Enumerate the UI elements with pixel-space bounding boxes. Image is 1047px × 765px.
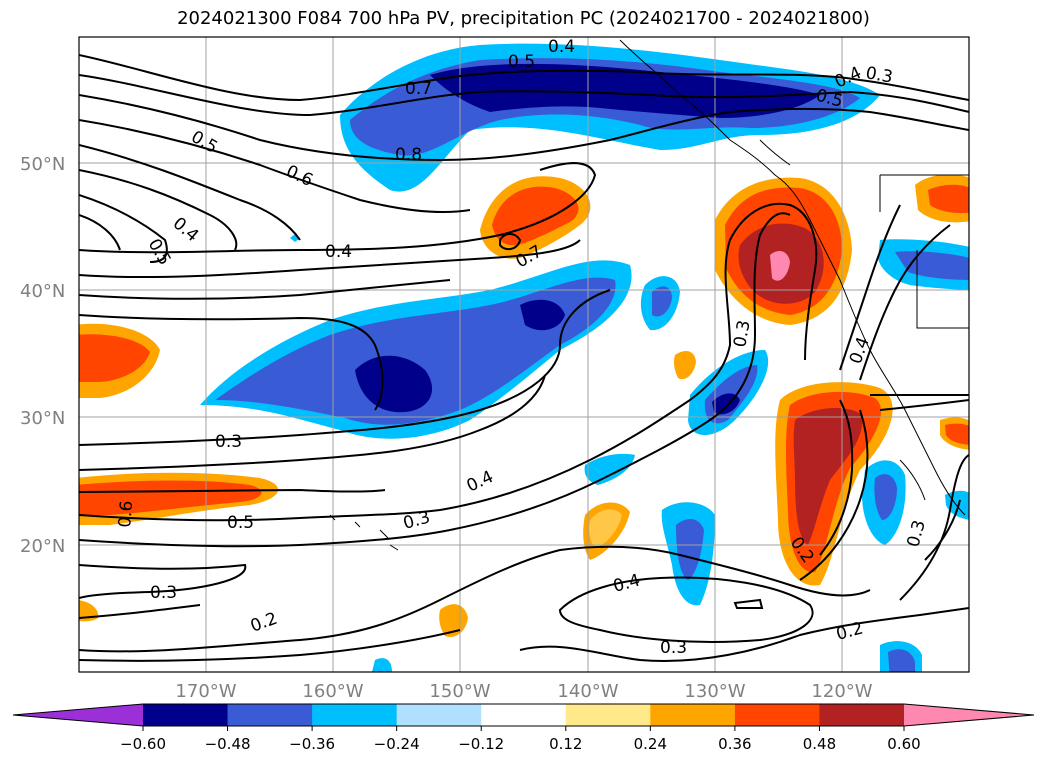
pv-contours xyxy=(79,54,969,662)
colorbar: −0.60 −0.48 −0.36 −0.24 −0.12 0.12 0.24 0.36 0.4… xyxy=(12,703,1035,753)
colorbar-extend-min xyxy=(13,704,143,726)
colorbar-segment xyxy=(819,704,905,726)
colorbar-extend-max xyxy=(904,704,1034,726)
lon-label: 120°W xyxy=(811,681,872,702)
contour-label: 0.5 xyxy=(227,513,254,533)
contour-label: 0.6 xyxy=(115,500,137,529)
graticule xyxy=(79,37,969,672)
colorbar-tick-label: −0.12 xyxy=(458,735,504,753)
colorbar-segment xyxy=(734,704,820,726)
colorbar-segment xyxy=(227,704,313,726)
colorbar-segment xyxy=(481,704,567,726)
contour-label: 0.7 xyxy=(405,79,432,99)
contour-label: 0.3 xyxy=(215,432,242,452)
lon-label: 150°W xyxy=(429,681,490,702)
colorbar-segment xyxy=(650,704,736,726)
lat-label: 40°N xyxy=(20,281,65,302)
colorbar-tick-label: −0.60 xyxy=(120,735,166,753)
colorbar-tick-label: 0.48 xyxy=(803,735,836,753)
map-title: 2024021300 F084 700 hPa PV, precipitatio… xyxy=(177,8,870,29)
lat-label: 50°N xyxy=(20,154,65,175)
colorbar-segment xyxy=(312,704,398,726)
colorbar-segment xyxy=(143,704,229,726)
colorbar-tick-label: 0.24 xyxy=(634,735,667,753)
colorbar-tick-label: −0.36 xyxy=(289,735,335,753)
filled-anomaly-layer xyxy=(79,43,969,672)
lon-label: 130°W xyxy=(684,681,745,702)
map-frame xyxy=(78,36,970,673)
contour-label: 0.3 xyxy=(150,583,177,603)
colorbar-tick-label: −0.24 xyxy=(374,735,420,753)
lat-label: 30°N xyxy=(20,408,65,429)
contour-label: 0.8 xyxy=(395,145,422,165)
contour-label: 0.3 xyxy=(730,319,754,349)
contour-label: 0.3 xyxy=(864,63,894,87)
colorbar-tick-label: 0.60 xyxy=(887,735,920,753)
lon-label: 170°W xyxy=(175,681,236,702)
contour-label: 0.4 xyxy=(325,242,352,262)
colorbar-tick-label: −0.48 xyxy=(205,735,251,753)
colorbar-tick-label: 0.36 xyxy=(718,735,751,753)
lon-label: 140°W xyxy=(557,681,618,702)
contour-label: 0.3 xyxy=(660,638,687,658)
contour-label: 0.4 xyxy=(548,37,575,57)
colorbar-segment xyxy=(565,704,651,726)
contour-label: 0.5 xyxy=(508,52,535,72)
lon-label: 160°W xyxy=(302,681,363,702)
lat-label: 20°N xyxy=(20,536,65,557)
colorbar-segment xyxy=(396,704,482,726)
colorbar-tick-label: 0.12 xyxy=(549,735,582,753)
